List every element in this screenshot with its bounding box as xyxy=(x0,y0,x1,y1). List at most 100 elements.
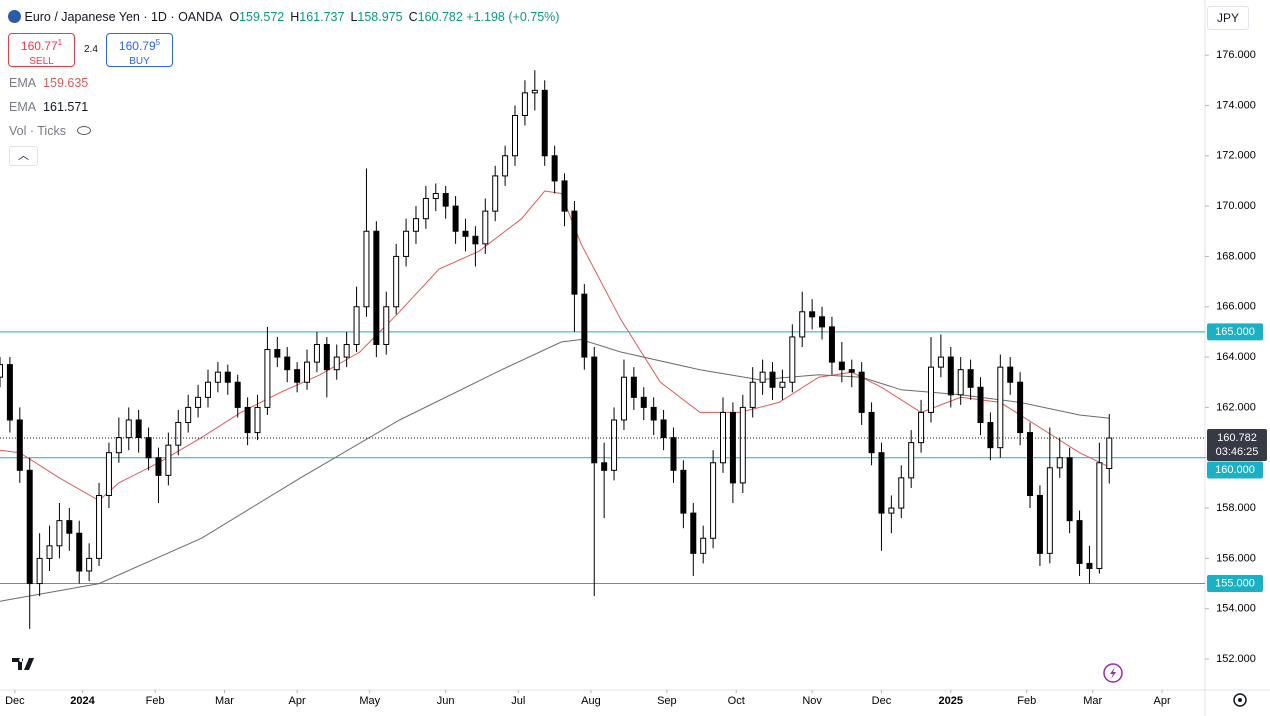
candle-body xyxy=(105,452,112,496)
candle-body xyxy=(581,293,588,358)
candle-body xyxy=(26,469,33,585)
x-tick-label: Apr xyxy=(1154,695,1171,707)
indicator[interactable]: Vol · Ticks xyxy=(9,124,92,138)
hide-icon[interactable] xyxy=(77,126,92,135)
lightning-icon[interactable] xyxy=(1103,663,1123,683)
candle-body xyxy=(1096,462,1103,569)
indicator-name: EMA xyxy=(9,100,37,114)
candle-body xyxy=(304,361,311,383)
y-tick-label: 168.000 xyxy=(1216,250,1256,262)
y-tick-label: 154.000 xyxy=(1216,603,1256,615)
candle-body xyxy=(204,381,211,398)
candle-body xyxy=(591,356,598,464)
exchange: OANDA xyxy=(178,10,222,24)
candle-body xyxy=(155,457,162,476)
candle-body xyxy=(373,230,380,345)
candle-body xyxy=(848,369,855,373)
indicator-value: 159.635 xyxy=(43,76,89,90)
candle-body xyxy=(502,155,509,177)
x-tick-label: 2025 xyxy=(939,695,963,707)
candle-body xyxy=(690,512,697,554)
currency-button[interactable]: JPY xyxy=(1207,6,1249,30)
candle-body xyxy=(1036,494,1043,554)
price-line-label: 165.000 xyxy=(1215,326,1255,338)
buy-label: BUY xyxy=(129,56,150,67)
candle-body xyxy=(799,311,806,338)
candle-body xyxy=(729,411,736,484)
candle-body xyxy=(224,371,231,383)
settings-icon[interactable] xyxy=(1233,693,1247,707)
spread: 2.4 xyxy=(84,44,98,55)
candle-body xyxy=(878,452,885,514)
candle-body xyxy=(789,336,796,383)
symbol[interactable]: Euro / Japanese Yen xyxy=(24,10,140,24)
buy-button[interactable]: 160.795 BUY xyxy=(106,33,173,67)
candle-body xyxy=(779,381,786,388)
candle-body xyxy=(462,230,469,237)
candle-body xyxy=(769,371,776,388)
x-tick-label: Oct xyxy=(728,695,745,707)
candle-body xyxy=(343,343,350,358)
candle-body xyxy=(957,369,964,396)
plot-area xyxy=(0,70,1205,629)
candle-body xyxy=(115,437,122,454)
candle-body xyxy=(1017,381,1024,434)
candle-body xyxy=(442,193,449,207)
countdown: 03:46:25 xyxy=(1216,446,1259,458)
collapse-button[interactable]: ︿ xyxy=(9,146,38,166)
candle-body xyxy=(56,520,63,547)
candle-body xyxy=(650,406,657,421)
candle-body xyxy=(927,366,934,413)
y-tick-label: 172.000 xyxy=(1216,150,1256,162)
y-tick-label: 170.000 xyxy=(1216,200,1256,212)
candle-body xyxy=(1027,432,1034,496)
candle-body xyxy=(254,406,261,434)
candle-body xyxy=(86,557,93,572)
candle-body xyxy=(313,343,320,363)
candle-body xyxy=(898,477,905,509)
candle-body xyxy=(660,419,667,439)
x-tick-label: Mar xyxy=(1083,695,1102,707)
y-tick-label: 176.000 xyxy=(1216,49,1256,61)
candle-body xyxy=(244,406,251,434)
candle-body xyxy=(1046,467,1053,554)
candle-body xyxy=(195,396,202,408)
candle-body xyxy=(234,381,241,408)
x-tick-label: May xyxy=(359,695,380,707)
candle-body xyxy=(838,361,845,371)
price-line-label-bg xyxy=(1207,461,1263,479)
sell-button[interactable]: 160.771 SELL xyxy=(8,33,75,67)
x-tick-label: Feb xyxy=(146,695,165,707)
candle-body xyxy=(977,386,984,424)
candle-body xyxy=(908,442,915,479)
ohlc-key: H xyxy=(290,10,300,24)
candle-body xyxy=(749,381,756,408)
x-tick-label: 2024 xyxy=(70,695,95,707)
candle-body xyxy=(472,235,479,245)
candle-body xyxy=(165,444,172,476)
candle-body xyxy=(531,89,538,94)
indicator[interactable]: EMA 159.635 xyxy=(9,76,88,90)
indicator[interactable]: EMA 161.571 xyxy=(9,100,88,114)
candle-body xyxy=(333,356,340,371)
candle-body xyxy=(46,545,53,559)
ohlc: O159.572 H161.737 L158.975 C160.782 xyxy=(225,10,463,24)
x-tick-label: Jul xyxy=(511,695,525,707)
candle-body xyxy=(492,175,499,212)
candle-body xyxy=(452,205,459,232)
candle-body xyxy=(551,155,558,182)
candle-body xyxy=(353,306,360,345)
candle-body xyxy=(422,198,429,220)
ohlc-value: 161.737 xyxy=(299,10,345,24)
interval[interactable]: 1D xyxy=(150,10,167,24)
x-tick-label: Mar xyxy=(215,695,234,707)
candle-body xyxy=(1076,520,1083,564)
candle-body xyxy=(1056,457,1063,469)
ohlc-value: 158.975 xyxy=(357,10,403,24)
candle-body xyxy=(987,422,994,449)
candle-body xyxy=(918,411,925,444)
candle-body xyxy=(611,419,618,471)
buy-pip: 5 xyxy=(155,38,161,47)
candle-body xyxy=(997,366,1004,449)
